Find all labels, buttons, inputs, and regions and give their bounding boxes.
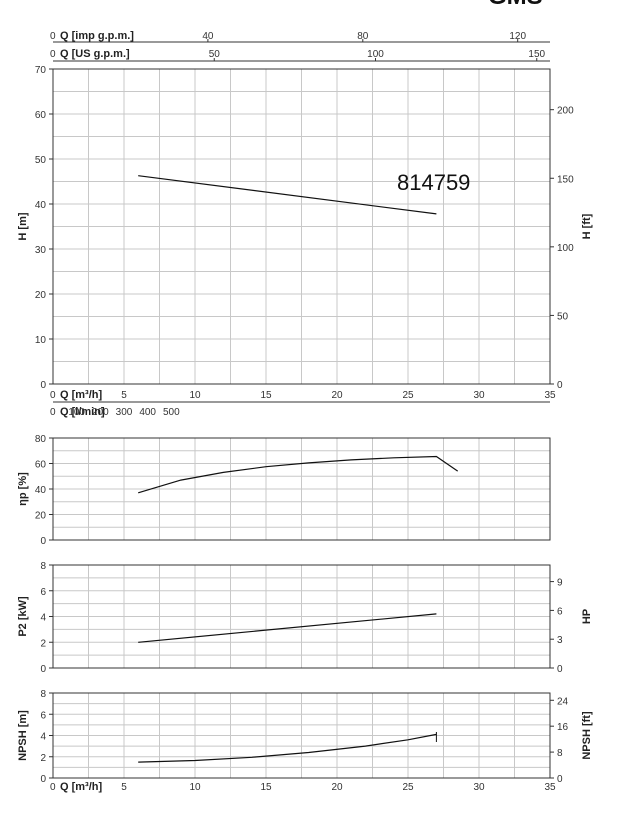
efficiency-ytick-label: 60: [35, 460, 47, 471]
imp-gpm-label: Q [imp g.p.m.]: [60, 30, 134, 42]
m3h-bottom-tick-label: 5: [121, 782, 127, 793]
head-ytick-label: 50: [35, 155, 47, 166]
m3h-bottom-zero: 0: [50, 782, 56, 793]
npsh-curve: [138, 733, 437, 763]
npsh-ytick-label: 0: [40, 774, 46, 785]
power-curve: [138, 613, 437, 643]
head-y2label: H [ft]: [581, 213, 593, 239]
head-ytick-label: 10: [35, 335, 47, 346]
m3h-bottom-tick-label: 10: [189, 782, 201, 793]
head-y2tick-label: 100: [557, 243, 574, 254]
m3h-mid-tick-label: 30: [473, 390, 485, 401]
npsh-ytick-label: 8: [40, 689, 46, 700]
model-label: 814759: [397, 170, 470, 195]
lmin-tick-label: 400: [139, 407, 156, 418]
m3h-bottom-tick-label: 20: [331, 782, 343, 793]
npsh-y2tick-label: 0: [557, 774, 563, 785]
npsh-y2tick-label: 8: [557, 748, 563, 759]
head-ytick-label: 20: [35, 290, 47, 301]
power-ytick-label: 6: [40, 587, 46, 598]
power-y2tick-label: 3: [557, 635, 563, 646]
power-y2tick-label: 6: [557, 606, 563, 617]
head-y2tick-label: 0: [557, 380, 563, 391]
m3h-bottom-tick-label: 25: [402, 782, 414, 793]
efficiency-ylabel: ηp [%]: [17, 472, 29, 506]
power-ytick-label: 4: [40, 613, 46, 624]
head-frame: [52, 68, 551, 385]
head-ytick-label: 40: [35, 200, 47, 211]
power-y2tick-label: 9: [557, 578, 563, 589]
m3h-mid-zero: 0: [50, 390, 56, 401]
efficiency-ytick-label: 80: [35, 434, 47, 445]
us-gpm-tick-label: 100: [367, 49, 384, 60]
imp-gpm-zero: 0: [50, 31, 56, 42]
power-ylabel: P2 [kW]: [17, 596, 29, 637]
head-ytick-label: 30: [35, 245, 47, 256]
npsh-ylabel: NPSH [m]: [17, 710, 29, 761]
power-ytick-label: 8: [40, 561, 46, 572]
npsh-ytick-label: 2: [40, 753, 46, 764]
us-gpm-label: Q [US g.p.m.]: [60, 48, 130, 60]
m3h-bottom-tick-label: 35: [544, 782, 556, 793]
m3h-mid-tick-label: 20: [331, 390, 343, 401]
m3h-bottom-tick-label: 30: [473, 782, 485, 793]
head-ylabel: H [m]: [17, 212, 29, 240]
head-ytick-label: 70: [35, 65, 47, 76]
m3h-mid-tick-label: 15: [260, 390, 272, 401]
lmin-tick-label: 300: [116, 407, 133, 418]
imp-gpm-tick-label: 80: [357, 31, 369, 42]
npsh-y2tick-label: 24: [557, 696, 569, 707]
m3h-mid-label: Q [m³/h]: [60, 389, 102, 401]
m3h-bottom-tick-label: 15: [260, 782, 272, 793]
npsh-y2label: NPSH [ft]: [581, 711, 593, 760]
power-y2label: HP: [581, 609, 593, 624]
efficiency-ytick-label: 0: [40, 536, 46, 547]
npsh-ytick-label: 6: [40, 710, 46, 721]
power-ytick-label: 2: [40, 638, 46, 649]
power-y2tick-label: 0: [557, 664, 563, 675]
us-gpm-zero: 0: [50, 49, 56, 60]
head-ytick-label: 0: [40, 380, 46, 391]
m3h-mid-tick-label: 5: [121, 390, 127, 401]
lmin-tick-label: 200: [92, 407, 109, 418]
corner-title: GMS: [488, 0, 543, 10]
efficiency-curve: [138, 455, 459, 494]
lmin-label: Q [l/min]: [60, 406, 105, 418]
m3h-bottom-label: Q [m³/h]: [60, 781, 102, 793]
imp-gpm-tick-label: 40: [202, 31, 214, 42]
m3h-mid-tick-label: 10: [189, 390, 201, 401]
lmin-tick-label: 500: [163, 407, 180, 418]
us-gpm-tick-label: 150: [528, 49, 545, 60]
head-y2tick-label: 200: [557, 106, 574, 117]
npsh-ytick-label: 4: [40, 732, 46, 743]
m3h-mid-tick-label: 35: [544, 390, 556, 401]
m3h-mid-tick-label: 25: [402, 390, 414, 401]
lmin-tick-label: 100: [68, 407, 85, 418]
npsh-y2tick-label: 16: [557, 722, 569, 733]
efficiency-ytick-label: 20: [35, 511, 47, 522]
head-curve: [138, 175, 437, 215]
us-gpm-tick-label: 50: [209, 49, 221, 60]
head-ytick-label: 60: [35, 110, 47, 121]
lmin-zero: 0: [50, 407, 56, 418]
power-ytick-label: 0: [40, 664, 46, 675]
efficiency-ytick-label: 40: [35, 485, 47, 496]
imp-gpm-tick-label: 120: [509, 31, 526, 42]
head-y2tick-label: 50: [557, 311, 569, 322]
head-y2tick-label: 150: [557, 174, 574, 185]
